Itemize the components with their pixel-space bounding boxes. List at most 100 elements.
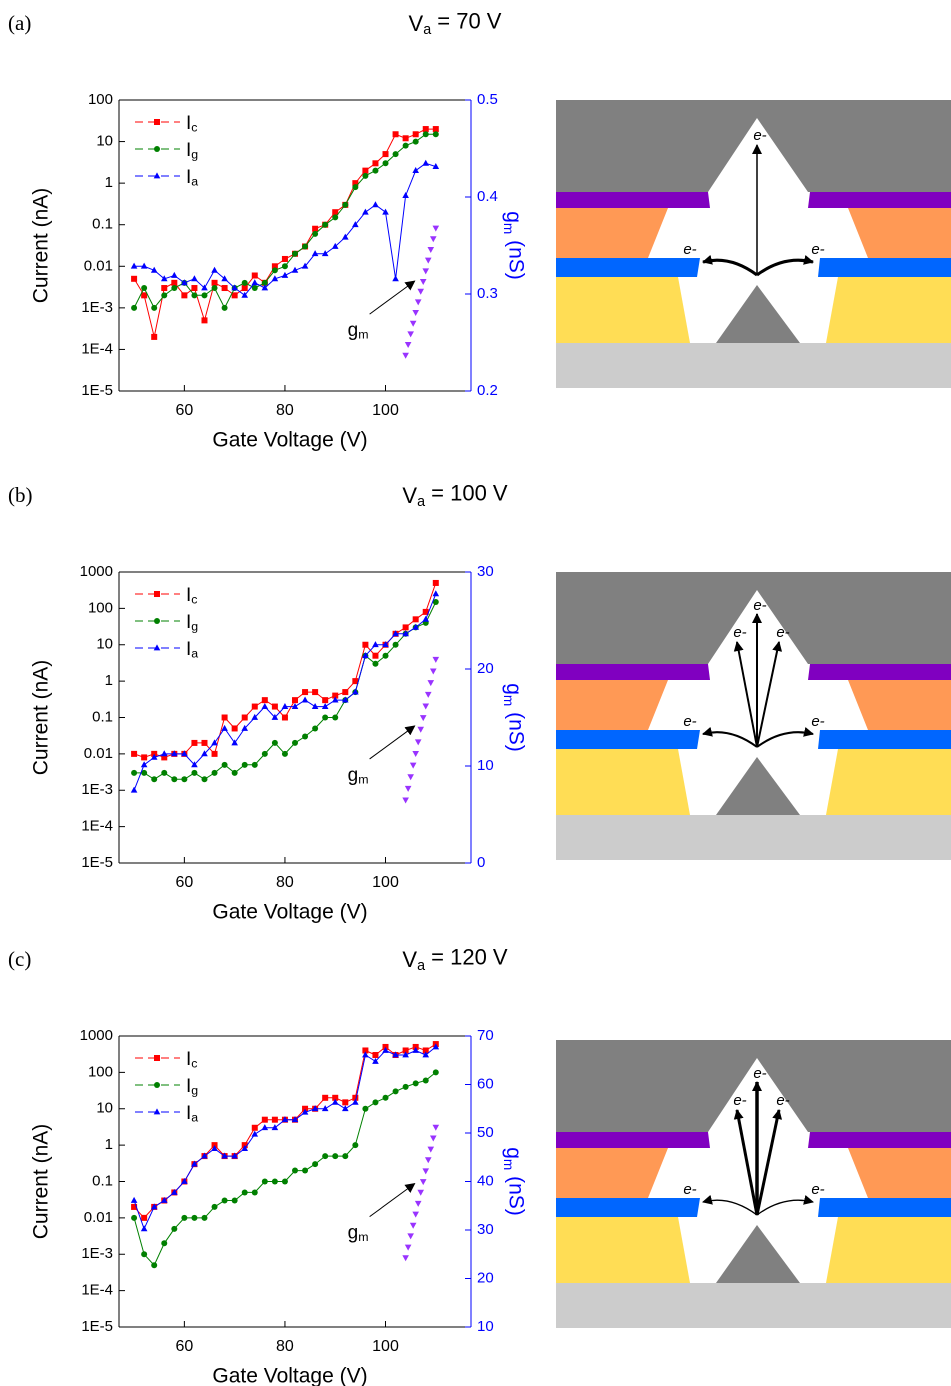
marker — [321, 250, 329, 257]
anode-layer — [556, 572, 951, 664]
marker — [372, 201, 379, 208]
marker — [151, 333, 158, 340]
annotation: gm — [348, 1223, 369, 1245]
legend-marker — [154, 119, 160, 125]
marker — [392, 1088, 399, 1095]
marker — [382, 151, 389, 158]
anode-layer — [556, 1040, 951, 1132]
legend-marker — [154, 618, 160, 624]
marker — [251, 761, 258, 768]
oxide-layer — [556, 1217, 690, 1283]
series-line — [133, 593, 437, 791]
x-tick-label: 60 — [175, 402, 193, 419]
gate-layer — [556, 730, 700, 749]
anode-layer — [556, 100, 951, 192]
marker — [432, 590, 440, 597]
y2-tick-label: 0.4 — [477, 188, 498, 205]
marker — [281, 263, 288, 270]
electron-label: e- — [733, 624, 746, 641]
marker — [392, 641, 399, 648]
marker — [409, 1222, 417, 1229]
marker — [342, 1099, 349, 1106]
y-tick-label: 1E-3 — [81, 1245, 113, 1262]
marker — [201, 1152, 208, 1159]
marker — [292, 739, 298, 746]
marker — [362, 167, 369, 174]
chart-title: Va = 100 V — [402, 480, 508, 510]
x-axis-title: Gate Voltage (V) — [212, 901, 367, 924]
legend-label: Ig — [186, 612, 198, 634]
marker — [160, 275, 168, 282]
oxide-layer — [826, 1217, 951, 1283]
marker — [341, 1105, 349, 1112]
marker — [201, 284, 208, 291]
oxide-layer — [826, 749, 951, 815]
marker — [341, 696, 349, 703]
marker — [427, 680, 435, 687]
y-tick-label: 0.1 — [92, 1172, 113, 1189]
marker — [191, 275, 198, 282]
panel-label: (c) — [8, 947, 31, 971]
marker — [251, 285, 258, 292]
marker — [171, 750, 178, 757]
marker — [409, 320, 417, 327]
marker — [342, 689, 349, 696]
marker — [332, 1153, 339, 1160]
marker — [171, 1225, 178, 1232]
marker — [302, 689, 309, 696]
marker — [181, 279, 188, 286]
marker — [424, 691, 432, 698]
marker — [332, 214, 339, 221]
y-tick-label: 1E-5 — [81, 1318, 113, 1335]
marker — [231, 284, 238, 291]
marker — [292, 250, 298, 257]
panel-label: (b) — [8, 483, 33, 507]
marker — [362, 1051, 369, 1058]
y2-axis-title: gm (nS) — [502, 683, 528, 752]
marker — [332, 209, 339, 216]
marker — [261, 284, 269, 291]
marker — [281, 750, 288, 757]
marker — [251, 279, 259, 286]
x-axis-title: Gate Voltage (V) — [212, 1365, 367, 1386]
oxide-layer — [556, 749, 690, 815]
marker — [221, 1152, 228, 1159]
electron-label: e- — [683, 713, 696, 730]
y2-tick-label: 0.3 — [477, 285, 498, 302]
marker — [412, 616, 419, 623]
device-diagram: e-e-e-e-e- — [556, 1040, 951, 1328]
marker — [432, 656, 440, 663]
legend-label: Ig — [186, 140, 198, 162]
marker — [151, 1262, 158, 1269]
marker — [150, 266, 158, 273]
legend-marker — [153, 172, 161, 179]
annotation: gm — [348, 765, 369, 787]
marker — [382, 160, 389, 167]
marker — [271, 1178, 278, 1185]
marker — [419, 715, 427, 722]
marker — [201, 750, 208, 757]
marker — [261, 750, 268, 757]
marker — [241, 279, 248, 286]
y2-tick-label: 0 — [477, 854, 485, 871]
marker — [301, 1108, 309, 1115]
marker — [231, 1152, 238, 1159]
marker — [352, 180, 359, 187]
marker — [171, 279, 178, 286]
marker — [422, 131, 429, 138]
series-line — [133, 1072, 437, 1267]
y-tick-label: 1 — [105, 672, 113, 689]
marker — [342, 1153, 349, 1160]
marker — [412, 1046, 419, 1053]
marker — [362, 641, 369, 648]
marker — [427, 246, 435, 253]
gate-layer — [818, 730, 951, 749]
gate-layer — [556, 258, 700, 277]
y-tick-label: 100 — [88, 1063, 113, 1080]
marker — [281, 255, 288, 262]
marker — [409, 762, 417, 769]
marker — [414, 299, 422, 306]
marker — [130, 1196, 138, 1203]
marker — [412, 310, 419, 317]
marker — [141, 292, 148, 299]
